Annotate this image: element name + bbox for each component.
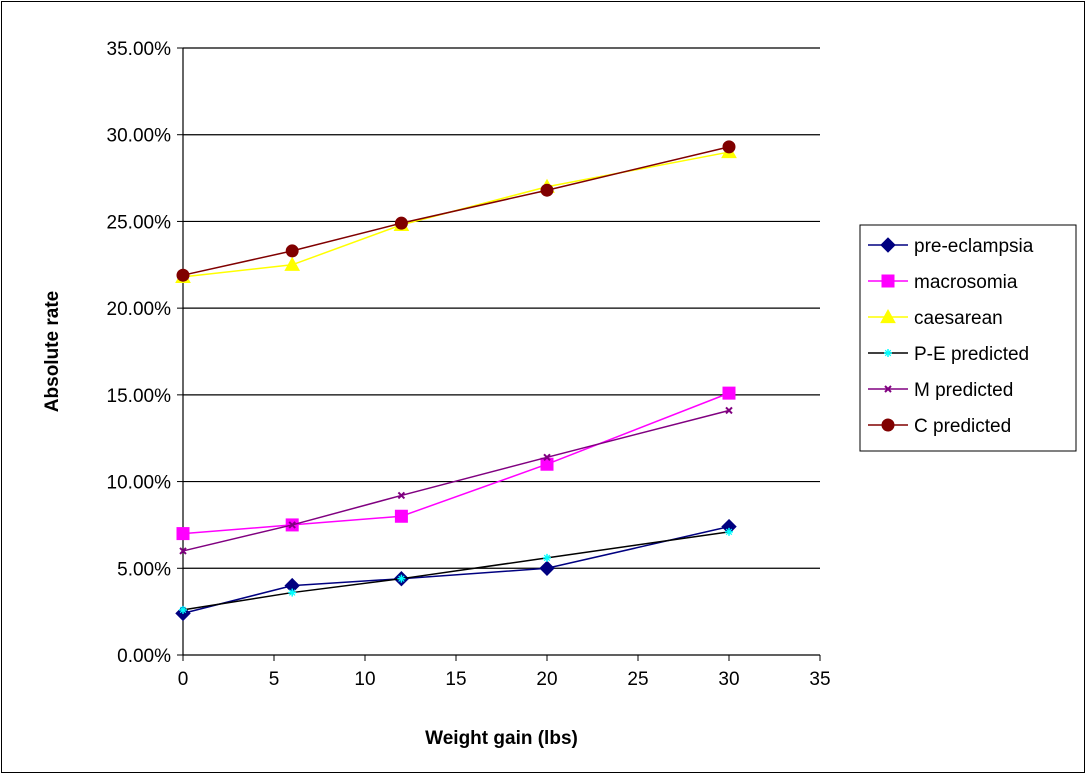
star-marker-stroke bbox=[398, 575, 405, 582]
x-tick-label: 0 bbox=[178, 669, 189, 690]
circle-marker bbox=[285, 244, 299, 258]
y-tick-label: 20.00% bbox=[107, 299, 172, 320]
series-line bbox=[182, 531, 730, 611]
series-m-predicted bbox=[179, 406, 733, 555]
star-marker-stroke bbox=[543, 554, 551, 562]
star-marker bbox=[397, 574, 406, 583]
legend-label: caesarean bbox=[914, 308, 1003, 329]
x-marker bbox=[725, 406, 733, 415]
legend-label: C predicted bbox=[914, 416, 1011, 437]
circle-marker bbox=[540, 183, 554, 197]
legend-item-p-e-predicted: P-E predicted bbox=[868, 344, 1029, 365]
x-marker bbox=[543, 453, 551, 461]
y-tick-label: 30.00% bbox=[107, 126, 172, 147]
star-marker bbox=[288, 588, 297, 597]
x-marker-stroke bbox=[543, 453, 551, 461]
legend-item-m-predicted: M predicted bbox=[868, 380, 1013, 401]
tick-labels: 0.00% 5.00% 10.00% 15.00% 20.00% 25.00% 30.00%… bbox=[107, 39, 831, 690]
x-tick-label: 35 bbox=[809, 669, 830, 690]
star-marker-stroke bbox=[179, 606, 187, 614]
star-marker bbox=[543, 553, 551, 562]
star-marker bbox=[179, 605, 187, 614]
star-marker bbox=[884, 349, 892, 357]
series-line bbox=[182, 146, 730, 276]
star-marker-stroke bbox=[725, 528, 733, 536]
x-axis-title: Weight gain (lbs) bbox=[425, 728, 578, 749]
square-marker bbox=[176, 527, 190, 541]
x-marker bbox=[884, 385, 892, 393]
star-marker-stroke bbox=[288, 589, 296, 596]
series-line bbox=[182, 151, 730, 278]
x-marker-stroke bbox=[397, 491, 406, 500]
legend-item-caesarean: caesarean bbox=[868, 308, 1003, 329]
gridlines bbox=[183, 47, 820, 569]
legend-label: M predicted bbox=[914, 380, 1013, 401]
x-marker-stroke bbox=[884, 385, 892, 393]
x-marker bbox=[397, 491, 406, 500]
series-p-e-predicted bbox=[179, 527, 733, 614]
circle-marker bbox=[176, 268, 190, 282]
square-marker bbox=[881, 274, 895, 288]
series-macrosomia bbox=[176, 386, 736, 541]
series-line bbox=[182, 409, 730, 552]
axes bbox=[177, 47, 821, 661]
square-marker bbox=[722, 386, 736, 400]
star-marker bbox=[725, 527, 733, 536]
diamond-marker bbox=[880, 237, 896, 253]
x-marker bbox=[179, 547, 187, 555]
y-tick-label: 15.00% bbox=[107, 386, 172, 407]
x-marker-stroke bbox=[725, 406, 733, 415]
legend-item-macrosomia: macrosomia bbox=[868, 272, 1018, 293]
legend-item-pre-eclampsia: pre-eclampsia bbox=[868, 236, 1034, 257]
circle-marker bbox=[881, 418, 895, 432]
series-c-predicted bbox=[176, 140, 736, 282]
circle-marker bbox=[722, 140, 736, 154]
x-tick-label: 20 bbox=[536, 669, 557, 690]
square-marker bbox=[540, 457, 554, 471]
legend: pre-eclampsia macrosomia caesarean P-E pred… bbox=[859, 224, 1077, 452]
legend-item-c-predicted: C predicted bbox=[868, 416, 1011, 437]
series-line bbox=[182, 525, 730, 615]
y-tick-label: 25.00% bbox=[107, 212, 172, 233]
x-marker bbox=[288, 521, 296, 529]
series-group bbox=[175, 140, 737, 622]
triangle-marker bbox=[880, 308, 896, 324]
legend-label: macrosomia bbox=[914, 272, 1018, 293]
x-marker-stroke bbox=[288, 521, 296, 529]
x-marker-stroke bbox=[179, 547, 187, 555]
legend-label: P-E predicted bbox=[914, 344, 1029, 365]
star-marker-stroke bbox=[884, 349, 892, 357]
y-tick-label: 5.00% bbox=[117, 559, 171, 580]
series-line bbox=[182, 392, 730, 535]
y-tick-label: 0.00% bbox=[117, 646, 171, 667]
y-tick-label: 10.00% bbox=[107, 473, 172, 494]
x-tick-label: 30 bbox=[718, 669, 739, 690]
series-pre-eclampsia bbox=[175, 518, 737, 622]
legend-label: pre-eclampsia bbox=[914, 236, 1034, 257]
y-axis-title: Absolute rate bbox=[42, 291, 63, 412]
x-tick-label: 5 bbox=[269, 669, 280, 690]
x-tick-label: 15 bbox=[445, 669, 466, 690]
diamond-marker bbox=[539, 560, 555, 576]
x-tick-label: 10 bbox=[354, 669, 375, 690]
x-tick-label: 25 bbox=[627, 669, 648, 690]
square-marker bbox=[394, 509, 408, 523]
triangle-marker bbox=[284, 256, 301, 271]
y-tick-label: 35.00% bbox=[107, 39, 172, 60]
circle-marker bbox=[394, 216, 408, 230]
legend-box bbox=[859, 224, 1077, 452]
